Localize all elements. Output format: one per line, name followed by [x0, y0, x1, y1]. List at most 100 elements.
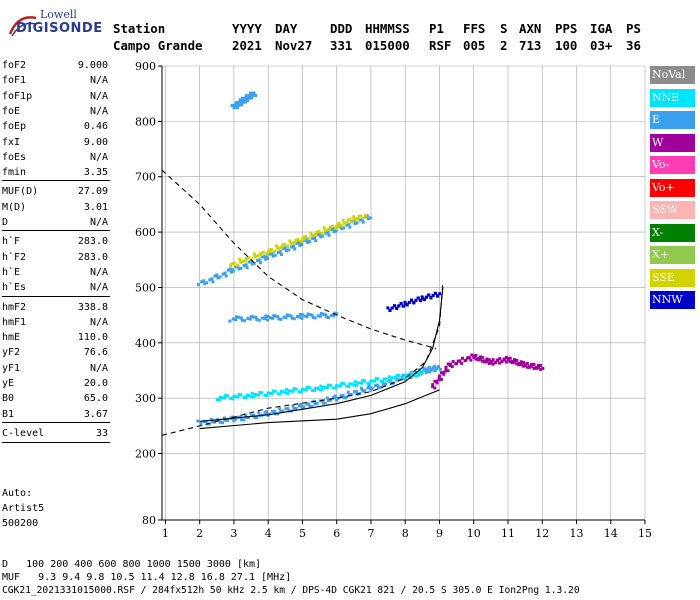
echo-mark: [321, 385, 325, 389]
muf-value: 12.8: [170, 572, 195, 583]
echo-mark: [318, 314, 322, 318]
param-value: 110.0: [77, 332, 108, 344]
legend-item: SSE: [650, 268, 695, 287]
muf-value: 11.4: [140, 572, 165, 583]
x-tick-label: 9: [436, 527, 443, 540]
param-row: B1 3.67: [2, 409, 108, 423]
hdr-hhmmss-value: 015000: [365, 38, 410, 53]
echo-mark: [429, 296, 433, 300]
echo-mark: [401, 304, 405, 308]
param-value: N/A: [89, 266, 108, 278]
echo-mark: [327, 227, 331, 231]
echo-mark: [278, 246, 282, 250]
echo-mark: [395, 373, 399, 377]
param-value: N/A: [89, 217, 108, 228]
echo-mark: [226, 394, 230, 398]
echo-mark: [234, 315, 238, 319]
echo-mark: [319, 235, 323, 239]
echo-mark: [243, 96, 247, 100]
echo-mark: [519, 362, 523, 366]
echo-mark: [284, 316, 288, 320]
echo-mark: [449, 362, 453, 366]
echo-mark: [224, 418, 228, 422]
echo-mark: [247, 415, 251, 419]
param-value: N/A: [89, 282, 108, 294]
echo-mark: [439, 367, 443, 371]
echo-mark: [279, 252, 283, 256]
hdr-yyyy-label: YYYY: [232, 21, 262, 36]
echo-mark: [460, 356, 464, 360]
param-label: B0: [2, 393, 15, 405]
x-tick-label: 1: [162, 527, 169, 540]
echo-mark: [236, 103, 240, 107]
echo-mark: [196, 419, 200, 423]
echo-mark: [371, 379, 375, 383]
echo-mark: [288, 239, 292, 243]
echo-mark: [250, 413, 254, 417]
echo-mark: [266, 391, 270, 395]
param-value: 3.01: [83, 201, 108, 213]
hdr-hhmmss-label: HHMMSS: [365, 21, 410, 36]
echo-mark: [208, 278, 212, 282]
echo-mark: [330, 224, 334, 228]
echo-mark: [231, 397, 235, 401]
echo-mark: [337, 222, 341, 226]
echo-mark: [318, 388, 322, 392]
echo-mark: [532, 366, 536, 370]
echo-mark: [321, 401, 325, 405]
echo-mark: [291, 241, 295, 245]
echo-mark: [390, 306, 394, 310]
param-value: N/A: [89, 316, 108, 328]
echo-mark: [337, 384, 341, 388]
echo-mark: [464, 358, 468, 362]
hdr-s-label: S: [500, 21, 508, 36]
x-tick-label: 12: [535, 527, 549, 540]
echo-mark: [217, 398, 221, 402]
echo-mark: [366, 381, 370, 385]
echo-mark: [440, 371, 444, 375]
hdr-iga-value: 03+: [590, 38, 613, 53]
echo-mark: [292, 387, 296, 391]
echo-mark: [352, 390, 356, 394]
echo-mark: [305, 385, 309, 389]
legend-item: NNW: [650, 291, 695, 309]
y-tick-label: 80: [142, 514, 156, 527]
echo-mark: [224, 274, 228, 278]
echo-mark: [238, 98, 242, 102]
echo-mark: [320, 231, 324, 235]
echo-mark: [325, 228, 329, 232]
echo-mark: [232, 261, 236, 265]
echo-mark: [458, 359, 462, 363]
hdr-p1-label: P1: [429, 21, 444, 36]
echo-mark: [248, 91, 252, 95]
echo-mark: [224, 393, 228, 397]
echo-mark: [386, 306, 390, 310]
echo-mark: [335, 384, 339, 388]
echo-mark: [382, 377, 386, 381]
echo-mark: [436, 365, 440, 369]
echo-mark: [313, 316, 317, 320]
echo-mark: [213, 274, 217, 278]
echo-mark: [356, 381, 360, 385]
echo-mark: [243, 413, 247, 417]
muf-d-value: 600: [98, 559, 117, 570]
echo-mark: [341, 393, 345, 397]
echo-mark: [286, 391, 290, 395]
echo-mark: [242, 264, 246, 268]
echo-mark: [446, 369, 450, 373]
echo-mark: [334, 386, 338, 390]
echo-mark: [364, 213, 368, 217]
param-row: yF2 76.6: [2, 347, 108, 361]
echo-mark: [278, 250, 282, 254]
param-row: h`F2 283.0: [2, 252, 108, 266]
echo-mark: [253, 416, 257, 420]
dashed-profile-curve: [161, 169, 437, 349]
param-row: fmin 3.35: [2, 167, 108, 181]
hdr-day-value: Nov27: [275, 38, 313, 53]
echo-mark: [485, 360, 489, 364]
echo-mark: [433, 291, 437, 295]
legend-item: SSW: [650, 201, 695, 219]
echo-mark: [237, 100, 241, 104]
echo-mark: [422, 369, 426, 373]
echo-mark: [342, 226, 346, 230]
